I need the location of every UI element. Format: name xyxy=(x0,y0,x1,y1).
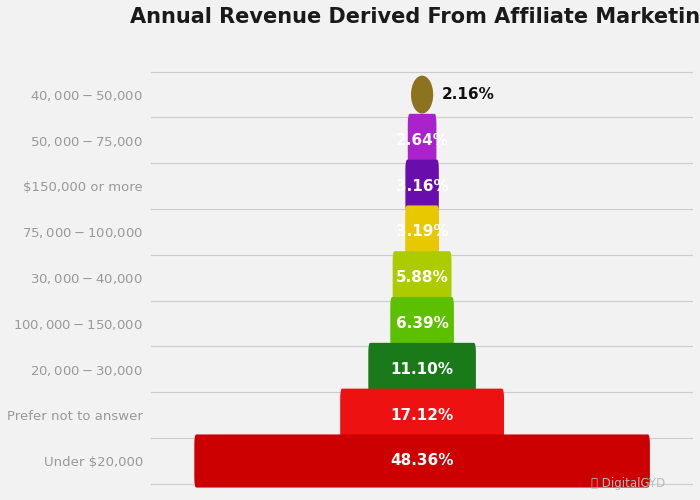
FancyBboxPatch shape xyxy=(368,343,476,396)
Text: 3.19%: 3.19% xyxy=(395,224,449,240)
Text: 2.16%: 2.16% xyxy=(442,87,495,102)
Text: Ⓐ DigitalGYD: Ⓐ DigitalGYD xyxy=(591,477,665,490)
FancyBboxPatch shape xyxy=(408,114,436,167)
Text: 3.16%: 3.16% xyxy=(395,178,449,194)
Text: 48.36%: 48.36% xyxy=(391,454,454,468)
Text: 11.10%: 11.10% xyxy=(391,362,454,377)
FancyBboxPatch shape xyxy=(393,251,452,304)
FancyBboxPatch shape xyxy=(405,160,439,212)
FancyBboxPatch shape xyxy=(405,206,439,258)
Text: 5.88%: 5.88% xyxy=(395,270,449,285)
FancyBboxPatch shape xyxy=(391,297,454,350)
Ellipse shape xyxy=(411,76,433,114)
FancyBboxPatch shape xyxy=(195,434,650,488)
FancyBboxPatch shape xyxy=(340,388,504,442)
Text: 2.64%: 2.64% xyxy=(395,133,449,148)
Text: 17.12%: 17.12% xyxy=(391,408,454,422)
Text: 6.39%: 6.39% xyxy=(395,316,449,331)
Title: Annual Revenue Derived From Affiliate Marketing: Annual Revenue Derived From Affiliate Ma… xyxy=(130,7,700,27)
